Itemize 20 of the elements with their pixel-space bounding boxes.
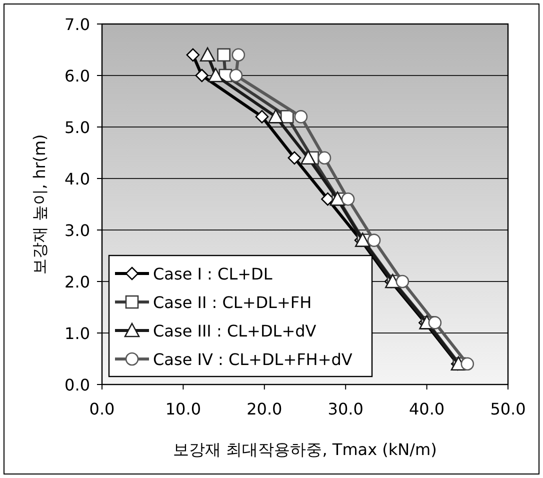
legend-label: Case III : CL+DL+dV (153, 322, 316, 340)
x-tick-label: 10.0 (165, 400, 202, 418)
y-tick-label: 0.0 (64, 376, 90, 394)
y-tick-label: 4.0 (64, 170, 90, 188)
x-tick-label: 20.0 (246, 400, 282, 418)
y-tick-label: 2.0 (64, 272, 90, 292)
x-tick-label: 50.0 (490, 400, 526, 418)
legend-label: Case II : CL+DL+FH (153, 293, 312, 312)
y-axis-title: 보강재 높이, hr(m) (30, 134, 49, 274)
x-axis-title: 보강재 최대작용하중, Tmax (kN/m) (173, 440, 437, 459)
y-tick-label: 3.0 (64, 221, 90, 240)
x-tick-label: 0.0 (89, 400, 115, 418)
legend-label: Case IV : CL+DL+FH+dV (153, 350, 352, 369)
y-tick-label: 5.0 (64, 118, 90, 137)
x-tick-label: 40.0 (408, 400, 445, 418)
y-tick-label: 7.0 (64, 15, 90, 34)
x-tick-label: 30.0 (328, 400, 364, 418)
legend-label: Case I : CL+DL (153, 264, 272, 284)
y-tick-label: 1.0 (64, 324, 90, 343)
y-tick-label: 6.0 (64, 66, 90, 86)
